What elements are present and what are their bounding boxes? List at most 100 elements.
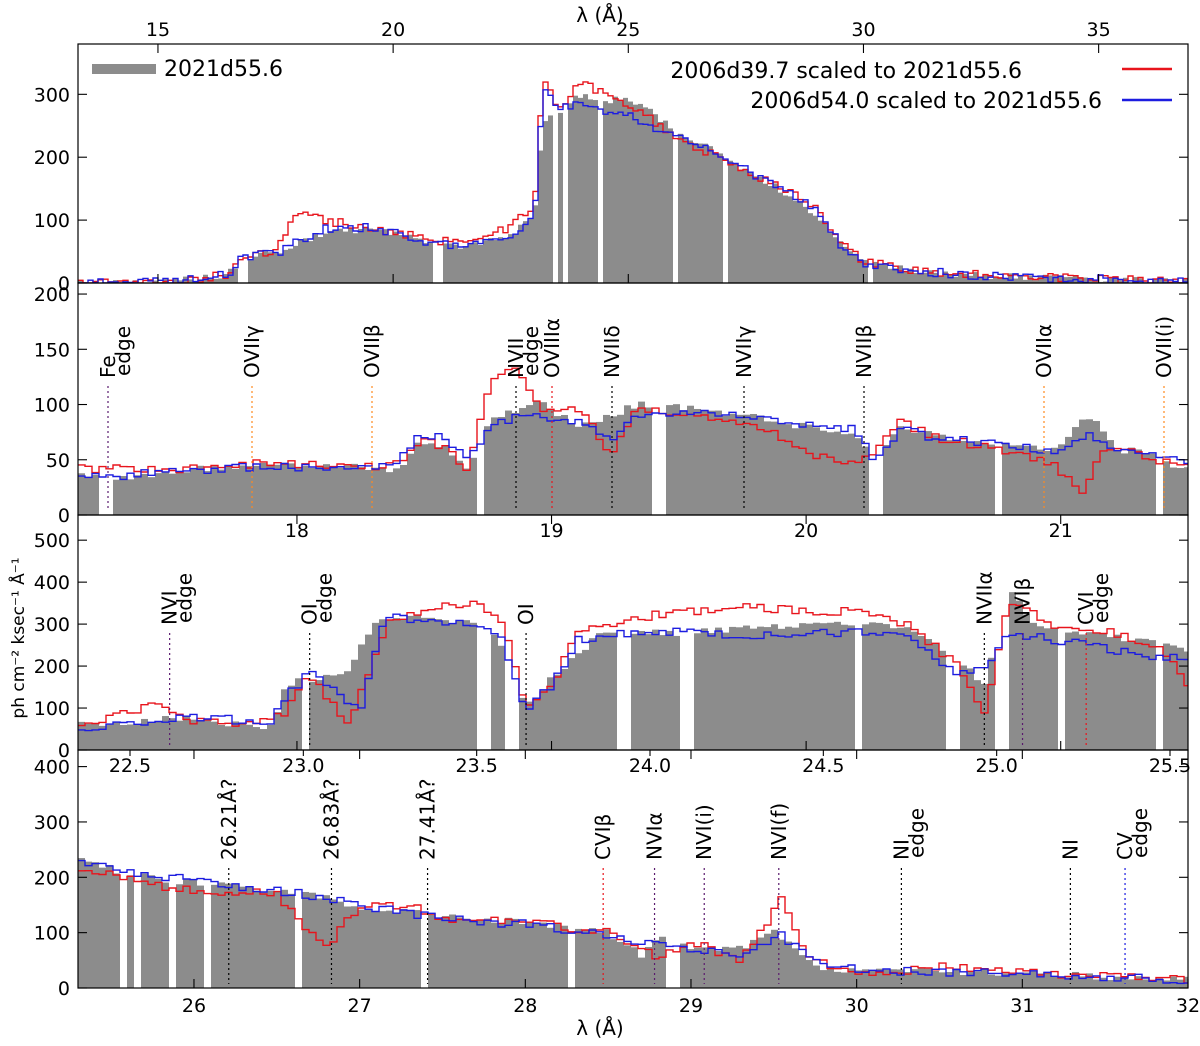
gray-bar — [383, 229, 388, 283]
gray-bar — [1068, 277, 1073, 283]
gray-bar — [673, 404, 680, 515]
gray-bar — [176, 884, 183, 988]
gray-bar — [733, 164, 738, 283]
gray-bar — [533, 401, 540, 515]
gray-bar — [1100, 634, 1107, 750]
gray-bar — [246, 887, 253, 988]
gray-bar — [134, 724, 141, 750]
gray-bar — [508, 234, 513, 283]
gray-bar — [197, 720, 204, 750]
gray-bar — [925, 639, 932, 750]
gray-bar — [1086, 632, 1093, 750]
gray-bar — [771, 930, 778, 988]
gray-bar — [1051, 628, 1058, 750]
annotation-label: NVIIδ — [600, 325, 624, 378]
gray-bar — [904, 430, 911, 515]
gray-bar — [470, 921, 477, 988]
gray-bar — [428, 915, 435, 988]
gray-bar — [281, 689, 288, 750]
gray-bar — [533, 698, 540, 750]
legend-label-red: 2006d39.7 scaled to 2021d55.6 — [670, 59, 1022, 84]
gray-bar — [694, 409, 701, 515]
gray-bar — [1142, 979, 1149, 988]
gray-bar — [974, 971, 981, 988]
gray-bar — [799, 623, 806, 750]
gray-bar — [688, 140, 693, 283]
gray-bar — [505, 918, 512, 988]
gray-bar — [120, 476, 127, 515]
gray-bar — [344, 906, 351, 988]
gray-bar — [873, 262, 878, 283]
gray-bar — [1093, 633, 1100, 750]
gray-bar — [939, 972, 946, 988]
panel-2 — [78, 368, 1191, 515]
upper-x-tick-label: 22.5 — [109, 755, 151, 777]
gray-bar — [820, 970, 827, 988]
y-tick-label: 200 — [34, 867, 70, 889]
y-tick-label: 300 — [34, 84, 70, 106]
gray-bar — [273, 252, 278, 283]
gray-bar — [933, 273, 938, 283]
gray-bar — [939, 435, 946, 515]
gray-bar — [575, 653, 582, 750]
gray-bar — [729, 948, 736, 988]
gray-bar — [963, 274, 968, 283]
gray-bar — [778, 193, 783, 283]
gray-bar — [1008, 273, 1013, 283]
annotation: NI — [1058, 839, 1082, 984]
gray-bar — [890, 434, 897, 515]
gray-bar — [1051, 977, 1058, 988]
gray-bar — [365, 909, 372, 988]
gray-bar — [638, 402, 645, 515]
gray-bar — [631, 409, 638, 515]
gray-bar — [652, 630, 659, 750]
gray-bar — [260, 729, 267, 750]
gray-bar — [1023, 446, 1030, 515]
gray-bar — [617, 415, 624, 515]
gray-bar — [558, 113, 563, 283]
gray-bar — [351, 906, 358, 988]
gray-bar — [127, 875, 134, 988]
x-tick-label: 32 — [1176, 995, 1200, 1017]
gray-bar — [1093, 980, 1100, 988]
gray-bar — [583, 94, 588, 283]
gray-bar — [593, 100, 598, 283]
gray-bar — [788, 196, 793, 283]
gray-bar — [281, 890, 288, 988]
gray-bar — [645, 634, 652, 750]
gray-bar — [477, 920, 484, 988]
gray-bar — [923, 273, 928, 283]
gray-bar — [488, 238, 493, 283]
upper-x-tick-label: 23.5 — [456, 755, 498, 777]
gray-bar — [960, 666, 967, 750]
gray-bar — [120, 725, 127, 750]
y-tick-label: 100 — [34, 923, 70, 945]
annotation-label: NI — [1058, 839, 1082, 860]
gray-bar — [743, 948, 750, 988]
gray-bar — [708, 947, 715, 988]
gray-bar — [519, 698, 526, 750]
gray-bar — [1009, 974, 1016, 988]
gray-bar — [813, 623, 820, 750]
gray-bar — [148, 722, 155, 750]
gray-bar — [253, 727, 260, 750]
gray-bar — [283, 250, 288, 283]
annotation-label: OVIIγ — [240, 325, 264, 378]
gray-bar — [337, 468, 344, 515]
gray-bar — [1135, 639, 1142, 750]
gray-bar — [442, 916, 449, 988]
gray-bar — [274, 891, 281, 988]
gray-bar — [1018, 276, 1023, 283]
gray-bar — [960, 441, 967, 515]
gray-bar — [267, 465, 274, 515]
gray-bar — [183, 472, 190, 515]
gray-bar — [540, 923, 547, 988]
gray-bar — [575, 427, 582, 515]
gray-bar — [973, 272, 978, 283]
gray-bar — [753, 176, 758, 283]
x-tick-label: 31 — [1010, 995, 1034, 1017]
gray-bar — [603, 633, 610, 750]
gray-bar — [983, 274, 988, 283]
annotation-label: OI — [514, 603, 538, 625]
